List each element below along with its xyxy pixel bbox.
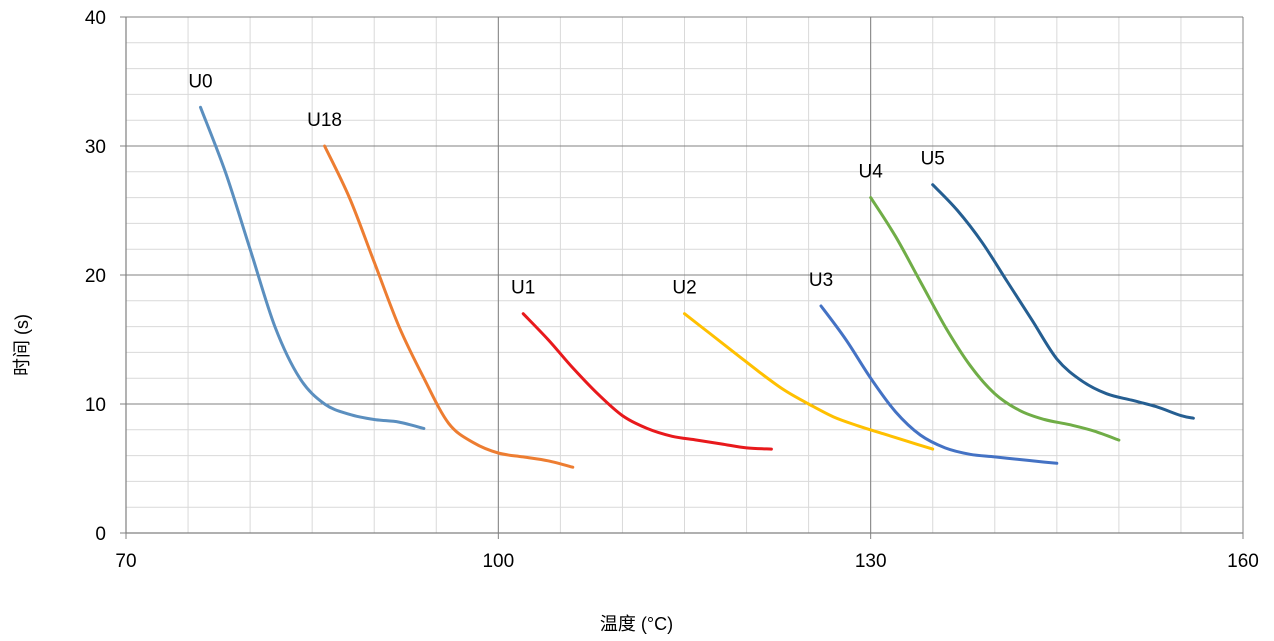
series-label-u0: U0 [188,71,212,92]
axes [120,16,1244,539]
y-tick-label: 20 [85,266,106,287]
x-tick-label: 70 [115,551,136,572]
series-label-u2: U2 [672,278,696,299]
series-line-u4 [869,196,1121,442]
tick-labels: 0 10 20 30 40 70 100 130 160 [85,8,1259,572]
series-line-u5 [931,183,1195,420]
series-line-u0 [199,105,426,430]
series-label-u5: U5 [921,149,945,170]
x-tick-label: 100 [482,551,514,572]
x-tick-label: 160 [1227,551,1259,572]
x-tick-label: 130 [855,551,887,572]
series-line-u2 [683,312,935,451]
series-lines [199,105,1195,469]
series-label-u3: U3 [809,270,833,291]
series-line-u1 [521,312,773,451]
x-axis-title: 温度 (°C) [600,614,673,634]
y-axis-title: 时间 (s) [12,314,32,376]
series-label-u1: U1 [511,278,535,299]
y-tick-label: 10 [85,395,106,416]
series-line-u18 [323,144,575,469]
y-tick-label: 40 [85,8,106,29]
series-label-u18: U18 [307,110,342,131]
series-labels: U0 U18 U1 U2 U3 U4 U5 [188,71,945,298]
y-tick-label: 30 [85,137,106,158]
series-line-u3 [819,304,1059,465]
y-tick-label: 0 [95,524,106,545]
series-label-u4: U4 [859,162,884,183]
